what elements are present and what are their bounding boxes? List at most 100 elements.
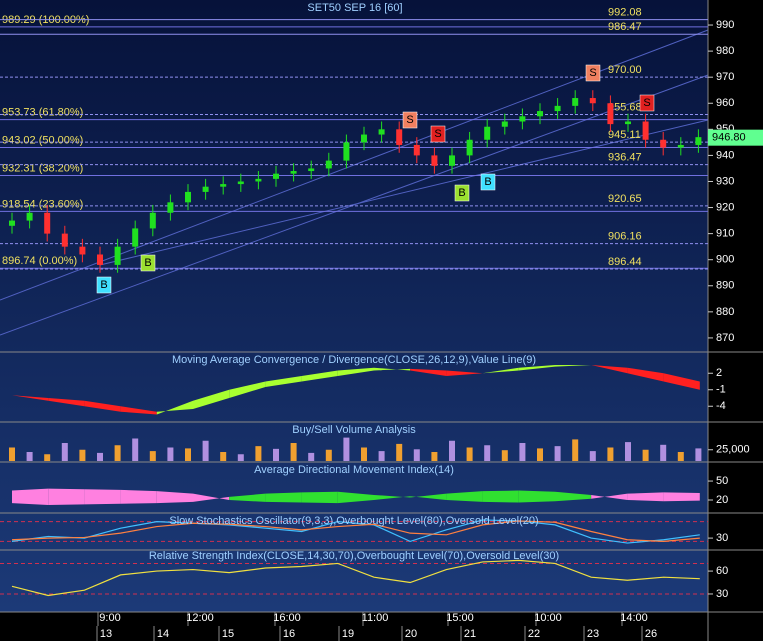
signal-marker bbox=[480, 173, 496, 191]
signal-label: S bbox=[406, 114, 413, 126]
y-tick-label: 20 bbox=[716, 494, 728, 506]
panel-title: Moving Average Convergence / Divergence(… bbox=[172, 354, 536, 366]
y-tick-label: -4 bbox=[716, 400, 726, 412]
volume-bar bbox=[484, 445, 491, 461]
ribbon-segment bbox=[555, 491, 592, 502]
volume-bar bbox=[185, 448, 191, 461]
y-tick-label: 920 bbox=[716, 201, 734, 213]
ribbon-segment bbox=[84, 400, 121, 412]
candle-body bbox=[677, 144, 684, 148]
ribbon-segment bbox=[48, 488, 85, 506]
ribbon-segment bbox=[156, 491, 193, 504]
ribbon-segment bbox=[229, 493, 266, 502]
ribbon-segment bbox=[627, 492, 664, 502]
signal-marker bbox=[430, 125, 446, 143]
candle-body bbox=[220, 184, 227, 187]
time-label: 9:00 bbox=[99, 612, 120, 624]
price-level-label: 936.47 bbox=[608, 152, 642, 164]
date-label: 21 bbox=[464, 628, 476, 640]
fib-label: 918.54 (23.60%) bbox=[2, 198, 83, 210]
ribbon-segment bbox=[337, 367, 374, 376]
volume-bar bbox=[290, 443, 297, 461]
volume-bar bbox=[519, 443, 526, 461]
volume-bar bbox=[431, 452, 438, 461]
signal-marker bbox=[454, 184, 470, 202]
signal-label: B bbox=[144, 257, 151, 269]
time-label: 10:00 bbox=[534, 612, 562, 624]
volume-bar bbox=[202, 440, 209, 461]
candle-body bbox=[26, 212, 33, 221]
volume-bar bbox=[695, 448, 702, 461]
fib-label: 943.02 (50.00%) bbox=[2, 134, 83, 146]
ribbon-segment bbox=[120, 489, 157, 504]
ribbon-segment bbox=[663, 492, 700, 502]
indicator-line bbox=[11, 519, 700, 544]
ribbon-segment bbox=[193, 389, 230, 409]
ribbon-segment bbox=[410, 493, 447, 500]
candle-body bbox=[378, 129, 385, 135]
candle-body bbox=[554, 105, 561, 112]
time-label: 14:00 bbox=[620, 612, 648, 624]
price-level-label: 970.00 bbox=[608, 64, 642, 76]
price-level-label: 896.44 bbox=[608, 256, 642, 268]
candle-body bbox=[255, 178, 262, 182]
candle-body bbox=[273, 173, 279, 179]
price-level-label: 906.16 bbox=[608, 231, 642, 243]
volume-bar bbox=[273, 448, 279, 461]
candle-body bbox=[79, 246, 86, 255]
signal-label: B bbox=[458, 187, 465, 199]
y-tick-label: 60 bbox=[716, 565, 728, 577]
volume-bar bbox=[677, 452, 684, 461]
date-label: 20 bbox=[405, 628, 417, 640]
fib-label: 896.74 (0.00%) bbox=[2, 255, 77, 267]
price-level-label: 955.68 bbox=[608, 101, 642, 113]
y-tick-label: -1 bbox=[716, 384, 726, 396]
candle-body bbox=[589, 98, 596, 104]
chart-title: SET50 SEP 16 [60] bbox=[307, 2, 402, 14]
volume-bar bbox=[167, 447, 174, 461]
candle-body bbox=[114, 246, 121, 265]
y-tick-label: 890 bbox=[716, 280, 734, 292]
volume-bar bbox=[466, 447, 473, 461]
candle-body bbox=[625, 121, 631, 125]
signal-marker bbox=[585, 64, 601, 82]
ribbon-segment bbox=[229, 381, 266, 398]
ribbon-segment bbox=[374, 367, 411, 371]
volume-bar bbox=[325, 449, 332, 461]
candle-body bbox=[325, 160, 332, 169]
signal-label: S bbox=[589, 67, 596, 79]
y-tick-label: 970 bbox=[716, 71, 734, 83]
candle-body bbox=[695, 137, 702, 145]
signal-marker bbox=[639, 94, 655, 112]
candle-body bbox=[202, 186, 209, 192]
y-tick-label: 910 bbox=[716, 228, 734, 240]
ribbon-segment bbox=[446, 491, 483, 502]
candle-body bbox=[396, 129, 403, 145]
volume-bar bbox=[114, 445, 121, 461]
signal-label: S bbox=[643, 97, 650, 109]
ribbon-segment bbox=[12, 395, 49, 401]
ribbon-segment bbox=[482, 367, 519, 374]
candle-body bbox=[308, 168, 315, 172]
ribbon-segment bbox=[265, 492, 302, 503]
y-tick-label: 980 bbox=[716, 45, 734, 57]
ribbon-segment bbox=[482, 490, 519, 503]
ribbon-segment bbox=[301, 491, 338, 504]
candle-body bbox=[361, 134, 367, 143]
ribbon-segment bbox=[374, 494, 411, 500]
y-tick-label: 940 bbox=[716, 149, 734, 161]
ribbon-segment bbox=[48, 398, 85, 407]
y-tick-label: 960 bbox=[716, 97, 734, 109]
candle-body bbox=[61, 233, 68, 247]
date-label: 23 bbox=[587, 628, 599, 640]
volume-bar bbox=[554, 446, 561, 461]
volume-bar bbox=[220, 452, 227, 461]
candle-body bbox=[431, 155, 438, 166]
candle-body bbox=[9, 220, 15, 226]
y-tick-label: 25,000 bbox=[716, 444, 750, 456]
y-tick-label: 2 bbox=[716, 367, 722, 379]
candle-body bbox=[642, 121, 649, 140]
signal-label: S bbox=[434, 128, 441, 140]
ribbon-segment bbox=[301, 370, 338, 382]
